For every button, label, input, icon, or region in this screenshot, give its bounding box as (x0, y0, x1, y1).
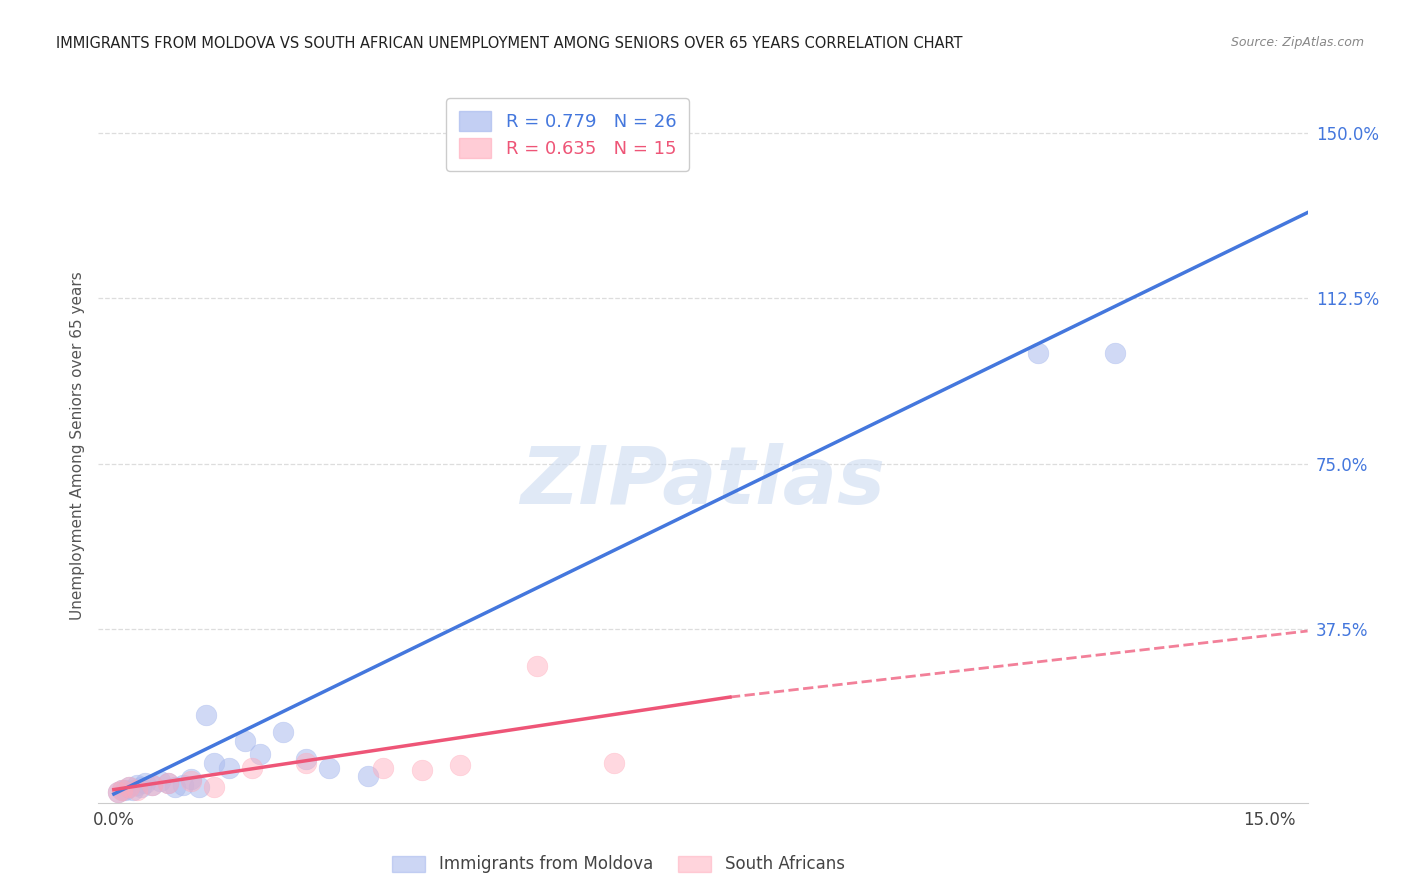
Point (107, 785, 129, 799)
Point (141, 778, 163, 792)
Point (134, 776, 156, 790)
Point (141, 778, 163, 792)
Point (218, 760, 240, 774)
Point (172, 778, 194, 792)
Point (180, 773, 202, 788)
Text: Source: ZipAtlas.com: Source: ZipAtlas.com (1230, 36, 1364, 49)
Point (118, 780, 141, 795)
Point (295, 752, 318, 766)
Point (295, 756, 318, 771)
Point (156, 776, 179, 790)
Legend: Immigrants from Moldova, South Africans: Immigrants from Moldova, South Africans (385, 849, 851, 880)
Point (114, 783, 136, 797)
Point (165, 780, 187, 795)
Point (110, 782, 132, 797)
Point (373, 760, 395, 774)
Point (603, 756, 626, 771)
Point (449, 758, 471, 772)
Point (411, 763, 433, 777)
Point (156, 776, 179, 790)
Text: IMMIGRANTS FROM MOLDOVA VS SOUTH AFRICAN UNEMPLOYMENT AMONG SENIORS OVER 65 YEAR: IMMIGRANTS FROM MOLDOVA VS SOUTH AFRICAN… (56, 36, 963, 51)
Point (242, 760, 264, 774)
Point (187, 780, 209, 795)
Point (1026, 346, 1049, 360)
Point (357, 769, 380, 783)
Text: ZIPatlas: ZIPatlas (520, 442, 886, 521)
Point (249, 747, 271, 762)
Point (1104, 346, 1126, 360)
Point (129, 780, 152, 795)
Point (202, 756, 225, 771)
Point (202, 780, 225, 795)
Point (110, 782, 132, 797)
Point (180, 772, 202, 786)
Point (526, 659, 548, 673)
Point (107, 785, 129, 799)
Point (149, 773, 172, 788)
Y-axis label: Unemployment Among Seniors over 65 years: Unemployment Among Seniors over 65 years (69, 272, 84, 620)
Point (125, 783, 148, 797)
Point (122, 782, 145, 797)
Point (118, 780, 141, 795)
Point (125, 778, 148, 792)
Point (318, 760, 340, 774)
Point (233, 734, 256, 748)
Point (271, 725, 294, 739)
Point (195, 707, 218, 722)
